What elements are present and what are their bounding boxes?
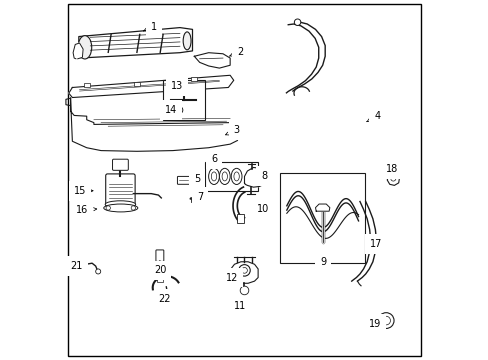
Text: 14: 14 [165, 105, 177, 115]
Ellipse shape [78, 36, 92, 59]
Text: 5: 5 [192, 174, 200, 184]
Text: 2: 2 [229, 46, 243, 57]
Text: 4: 4 [366, 111, 380, 122]
Ellipse shape [211, 172, 216, 181]
Text: 20: 20 [154, 265, 166, 275]
Ellipse shape [105, 201, 135, 208]
Text: 18: 18 [386, 164, 398, 174]
Polygon shape [315, 204, 329, 211]
Circle shape [180, 86, 187, 93]
Polygon shape [70, 98, 241, 151]
Bar [204, 162, 258, 192]
FancyBboxPatch shape [112, 159, 128, 170]
Ellipse shape [103, 204, 138, 212]
Text: 15: 15 [74, 186, 93, 196]
Circle shape [96, 269, 101, 274]
Bar [83, 83, 89, 87]
Text: 17: 17 [369, 239, 381, 249]
Text: 13: 13 [171, 81, 183, 91]
Polygon shape [73, 43, 83, 59]
Polygon shape [79, 28, 192, 58]
Ellipse shape [183, 32, 191, 50]
Bar [156, 279, 163, 282]
Circle shape [240, 286, 248, 295]
Ellipse shape [208, 168, 219, 184]
Circle shape [294, 19, 300, 26]
Circle shape [390, 176, 395, 181]
Circle shape [241, 267, 247, 273]
FancyBboxPatch shape [156, 250, 163, 261]
Circle shape [175, 107, 183, 114]
Text: 16: 16 [76, 205, 97, 215]
FancyBboxPatch shape [177, 176, 189, 184]
Text: 22: 22 [158, 294, 171, 304]
Text: 12: 12 [225, 273, 238, 283]
Text: 9: 9 [320, 257, 326, 267]
Bar [191, 77, 197, 81]
Circle shape [177, 108, 181, 112]
Ellipse shape [222, 172, 227, 181]
Ellipse shape [231, 168, 242, 184]
Polygon shape [194, 53, 230, 68]
Circle shape [378, 313, 393, 328]
Polygon shape [386, 174, 399, 185]
Circle shape [106, 206, 110, 210]
Text: 7: 7 [197, 192, 203, 202]
Text: 8: 8 [260, 171, 267, 181]
Bar [166, 293, 174, 298]
Bar [237, 214, 244, 223]
Text: 11: 11 [233, 301, 245, 311]
Bar [191, 197, 199, 202]
Bar [163, 80, 204, 120]
Text: 21: 21 [70, 261, 82, 271]
Text: 1: 1 [143, 22, 157, 32]
Ellipse shape [219, 168, 230, 184]
Polygon shape [244, 167, 267, 187]
Circle shape [381, 316, 389, 325]
FancyBboxPatch shape [105, 174, 135, 206]
Ellipse shape [233, 172, 239, 181]
Text: 10: 10 [257, 204, 269, 214]
Text: 19: 19 [368, 319, 381, 329]
Bar [279, 173, 364, 263]
Polygon shape [230, 262, 258, 283]
Text: 6: 6 [210, 154, 217, 164]
Bar [134, 82, 140, 86]
Circle shape [131, 206, 135, 210]
Text: 3: 3 [225, 125, 239, 135]
Polygon shape [69, 75, 233, 98]
Circle shape [238, 265, 250, 276]
